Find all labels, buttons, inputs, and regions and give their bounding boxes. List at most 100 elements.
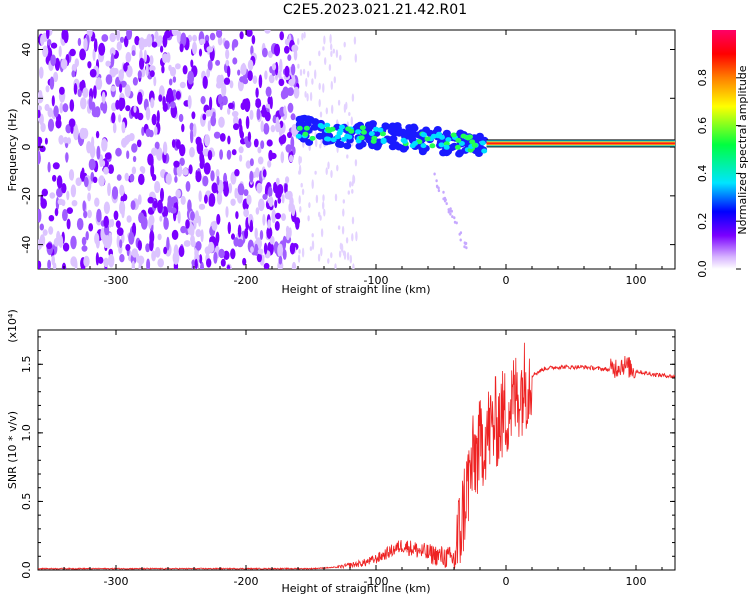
noise-blob (111, 186, 119, 200)
noise-blob (115, 30, 121, 41)
noise-blob (53, 71, 59, 83)
noise-blob (115, 220, 121, 229)
noise-blob (255, 207, 260, 215)
noise-blob (172, 251, 180, 265)
noise-blob (49, 76, 55, 90)
noise-blob (311, 240, 315, 250)
noise-blob (162, 102, 168, 112)
noise-blob (119, 184, 125, 197)
snr-y-tick-label: 0.0 (20, 561, 33, 579)
noise-blob (47, 118, 55, 132)
noise-blob (125, 51, 132, 63)
noise-blob (61, 183, 67, 194)
noise-blob (204, 194, 208, 204)
noise-blob (138, 37, 145, 51)
noise-blob (71, 70, 76, 78)
noise-blob (339, 242, 343, 250)
noise-blob (249, 219, 253, 232)
noise-blob (291, 204, 296, 217)
noise-blob (342, 199, 345, 204)
noise-blob (216, 74, 222, 86)
noise-blob (323, 35, 326, 45)
noise-blob (172, 76, 177, 83)
noise-blob (242, 257, 247, 266)
noise-blob (268, 196, 274, 207)
noise-blob (108, 253, 115, 268)
noise-blob (259, 230, 264, 240)
noise-blob (50, 54, 57, 67)
noise-blob (54, 208, 59, 217)
noise-blob (198, 215, 202, 227)
noise-blob (157, 258, 164, 268)
noise-blob (47, 161, 51, 173)
noise-blob (267, 227, 272, 239)
noise-blob (55, 118, 62, 129)
noise-blob (237, 69, 241, 76)
noise-blob (202, 175, 209, 187)
noise-blob (291, 44, 299, 53)
noise-blob (256, 182, 263, 194)
noise-blob (94, 232, 100, 245)
noise-blob (156, 110, 160, 124)
signal-blob (460, 133, 467, 139)
noise-blob (222, 95, 228, 106)
noise-blob (111, 112, 116, 124)
noise-blob (119, 83, 123, 93)
noise-blob (277, 70, 282, 79)
noise-blob (137, 112, 144, 121)
noise-blob (38, 208, 42, 223)
noise-blob (288, 79, 295, 87)
noise-blob (284, 38, 290, 46)
signal-blob (433, 172, 436, 176)
noise-blob (119, 200, 126, 215)
noise-blob (302, 68, 306, 75)
noise-blob (318, 211, 321, 218)
noise-blob (318, 99, 321, 108)
signal-blob (429, 143, 436, 149)
noise-blob (238, 146, 244, 154)
signal-blob (364, 121, 373, 129)
noise-blob (330, 170, 333, 178)
noise-blob (110, 85, 116, 92)
noise-blob (338, 250, 342, 258)
noise-blob (58, 235, 64, 248)
noise-blob (52, 174, 57, 182)
noise-blob (40, 34, 45, 46)
noise-blob (132, 155, 137, 163)
noise-blob (309, 91, 313, 102)
noise-blob (154, 141, 160, 150)
noise-blob (352, 175, 356, 184)
noise-blob (92, 48, 96, 61)
noise-blob (298, 195, 301, 205)
snr-x-tick-label: -200 (234, 575, 259, 588)
noise-blob (94, 197, 100, 207)
signal-blob (437, 186, 440, 190)
noise-blob (303, 31, 306, 39)
noise-blob (203, 162, 211, 175)
noise-blob (343, 41, 346, 48)
noise-blob (346, 154, 349, 159)
noise-blob (252, 75, 258, 84)
chart-title: C2E5.2023.021.21.42.R01 (282, 2, 468, 18)
noise-blob (42, 229, 48, 236)
noise-blob (105, 239, 112, 249)
noise-blob (263, 242, 268, 255)
noise-blob (77, 88, 82, 98)
signal-blob (447, 208, 450, 212)
snr-multiplier: (x10⁴) (6, 309, 19, 343)
noise-blob (175, 90, 181, 100)
noise-blob (151, 174, 157, 181)
noise-blob (225, 59, 230, 66)
noise-blob (107, 164, 114, 175)
noise-blob (51, 95, 55, 107)
noise-blob (262, 47, 268, 58)
noise-blob (217, 93, 223, 105)
noise-blob (267, 160, 272, 168)
noise-blob (163, 246, 168, 255)
signal-blob (399, 145, 408, 153)
noise-blob (216, 175, 220, 186)
signal-blob (343, 142, 352, 150)
signal-blob (325, 126, 332, 132)
noise-blob (282, 237, 287, 250)
noise-blob (227, 135, 231, 145)
